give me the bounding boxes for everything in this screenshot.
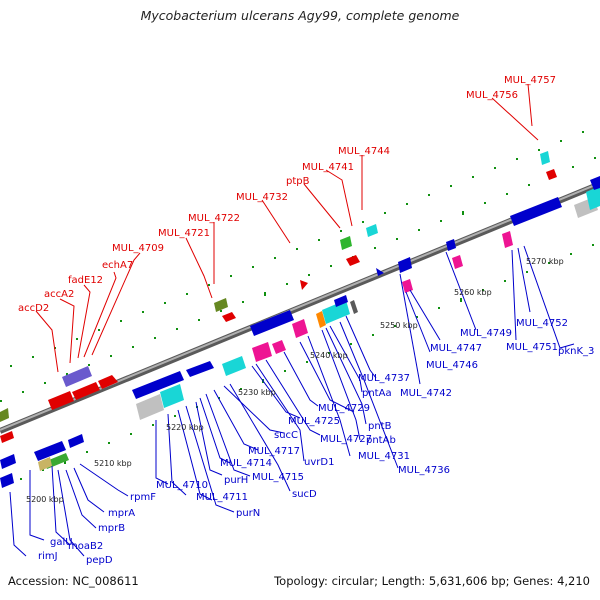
kbp-label: 5270 kbp bbox=[526, 257, 564, 266]
gene-label: MUL_4725 bbox=[288, 416, 340, 427]
gene-label: pntB bbox=[368, 421, 392, 432]
gene-label: MUL_4709 bbox=[112, 243, 164, 254]
gene-label: moaB2 bbox=[68, 541, 103, 552]
gene-label: MUL_4714 bbox=[220, 458, 272, 469]
reverse-gene-labels: rimJ galU moaB2 pepD mprB mprA rpmF MUL_… bbox=[38, 318, 594, 566]
gene-label: echA7 bbox=[102, 260, 133, 271]
gene-label: mprB bbox=[98, 523, 125, 534]
gene-label: pepD bbox=[86, 555, 113, 566]
map-title: Mycobacterium ulcerans Agy99, complete g… bbox=[140, 8, 460, 23]
gene-label: ptpB bbox=[286, 176, 310, 187]
kbp-label: 5210 kbp bbox=[94, 459, 132, 468]
gene-label: MUL_4727 bbox=[320, 434, 372, 445]
gene-label: MUL_4736 bbox=[398, 465, 450, 476]
gene-label: pntAb bbox=[366, 435, 396, 446]
gene-label: galU bbox=[50, 537, 73, 548]
gene-label: MUL_4717 bbox=[248, 446, 300, 457]
gene-label: MUL_4757 bbox=[504, 75, 556, 86]
gene-label: MUL_4746 bbox=[426, 360, 478, 371]
forward-leader-lines bbox=[35, 83, 539, 373]
gene-label: MUL_4742 bbox=[400, 388, 452, 399]
gene-label: MUL_4732 bbox=[236, 192, 288, 203]
gene-label: sucD bbox=[292, 489, 317, 500]
gene-label: MUL_4721 bbox=[158, 228, 210, 239]
gene-label: rimJ bbox=[38, 551, 58, 562]
gene-label: MUL_4744 bbox=[338, 146, 390, 157]
kbp-label: 5250 kbp bbox=[380, 321, 418, 330]
gene-label: purN bbox=[236, 508, 260, 519]
gene-label: sucC bbox=[274, 430, 298, 441]
kbp-label: 5240 kbp bbox=[310, 351, 348, 360]
gene-label: accD2 bbox=[18, 303, 49, 314]
gene-label: MUL_4715 bbox=[252, 472, 304, 483]
gene-label: MUL_4729 bbox=[318, 403, 370, 414]
gene-label: rpmF bbox=[130, 492, 156, 503]
reverse-strand-genes bbox=[0, 176, 600, 488]
gene-label: MUL_4749 bbox=[460, 328, 512, 339]
kbp-labels: 5200 kbp 5210 kbp 5220 kbp 5230 kbp 5240… bbox=[26, 257, 564, 504]
genome-stats-label: Topology: circular; Length: 5,631,606 bp… bbox=[274, 574, 590, 588]
gene-label: MUL_4752 bbox=[516, 318, 568, 329]
forward-tick-track bbox=[0, 131, 596, 402]
gene-label: MUL_4737 bbox=[358, 373, 410, 384]
forward-strand-genes bbox=[0, 151, 557, 443]
genome-backbone bbox=[0, 181, 600, 434]
gene-label: MUL_4756 bbox=[466, 90, 518, 101]
gene-label: mprA bbox=[108, 508, 135, 519]
gene-label: accA2 bbox=[44, 289, 74, 300]
gene-label: MUL_4731 bbox=[358, 451, 410, 462]
gene-label: purH bbox=[224, 475, 248, 486]
gene-label: MUL_4741 bbox=[302, 162, 354, 173]
gene-label: uvrD1 bbox=[304, 457, 334, 468]
kbp-label: 5260 kbp bbox=[454, 288, 492, 297]
kbp-label: 5230 kbp bbox=[238, 388, 276, 397]
gene-label: fadE12 bbox=[68, 275, 103, 286]
gene-label: MUL_4751 bbox=[506, 342, 558, 353]
gene-label: MUL_4710 bbox=[156, 480, 208, 491]
reverse-leader-lines bbox=[9, 245, 575, 557]
kbp-label: 5220 kbp bbox=[166, 423, 204, 432]
forward-gene-labels: accD2 accA2 fadE12 echA7 MUL_4709 MUL_47… bbox=[18, 75, 556, 314]
accession-label: Accession: NC_008611 bbox=[8, 574, 139, 588]
gene-label: MUL_4722 bbox=[188, 213, 240, 224]
gene-label: pknK_3 bbox=[558, 346, 594, 357]
gene-label: pntAa bbox=[362, 388, 392, 399]
reverse-tick-track bbox=[20, 244, 594, 480]
gene-label: MUL_4711 bbox=[196, 492, 248, 503]
gene-label: MUL_4747 bbox=[430, 343, 482, 354]
kbp-label: 5200 kbp bbox=[26, 495, 64, 504]
